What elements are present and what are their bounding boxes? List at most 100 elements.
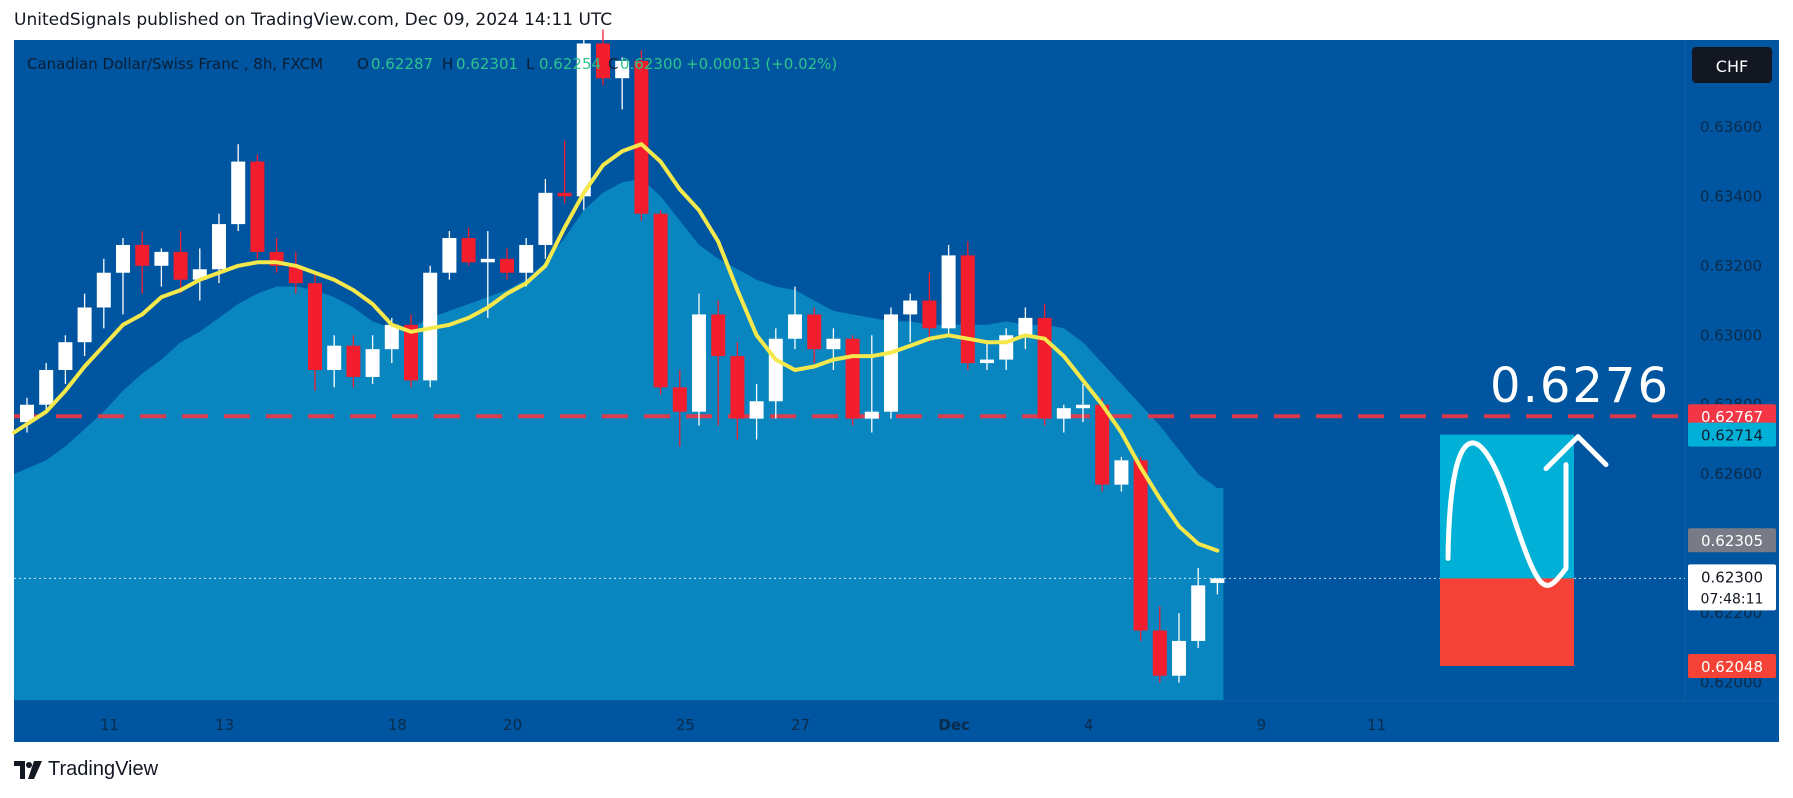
candle-body bbox=[461, 238, 476, 263]
candle-body bbox=[1056, 408, 1071, 419]
candle-body bbox=[500, 258, 514, 273]
price-axis-tick: 0.63200 bbox=[1700, 257, 1762, 275]
tradingview-logo-icon bbox=[14, 760, 42, 779]
time-axis[interactable]: 11 13 18 20 25 27 Dec 4 9 11 bbox=[100, 716, 1386, 734]
legend-open-label: O bbox=[357, 55, 369, 73]
candle-body bbox=[404, 324, 418, 381]
candle-body bbox=[231, 161, 246, 225]
stop-price-tag-bg bbox=[1688, 653, 1776, 678]
candle-body bbox=[749, 401, 764, 419]
tradingview-wordmark: TradingView bbox=[48, 758, 159, 780]
candle-body bbox=[1114, 460, 1129, 485]
time-axis-tick: 18 bbox=[388, 716, 407, 734]
ema-line bbox=[12, 142, 1220, 553]
target-annotation-text: 0.6276 bbox=[1490, 358, 1670, 414]
candle-body bbox=[1210, 578, 1225, 583]
candle-body bbox=[730, 356, 745, 419]
stop-price-tag: 0.62048 bbox=[1701, 658, 1763, 676]
candle-body bbox=[1152, 630, 1167, 676]
candle-body bbox=[788, 314, 802, 339]
candle-body bbox=[884, 314, 898, 412]
candle-body bbox=[807, 314, 822, 350]
currency-badge-bg bbox=[1692, 47, 1772, 83]
candle-body bbox=[596, 43, 610, 79]
candle-body bbox=[1191, 585, 1206, 641]
legend-close-value: 0.62300 bbox=[620, 55, 682, 73]
symbol-legend: Canadian Dollar/Swiss Franc , 8h, FXCM O… bbox=[27, 55, 837, 73]
candle-body bbox=[116, 244, 130, 273]
time-axis-tick: 9 bbox=[1257, 716, 1267, 734]
candle-body bbox=[557, 192, 572, 197]
currency-badge[interactable]: CHF bbox=[1692, 47, 1772, 83]
candle-body bbox=[653, 213, 668, 388]
last-price-tag-bg bbox=[1688, 564, 1776, 611]
price-axis-tick: 0.63000 bbox=[1700, 326, 1762, 344]
prev-close-price-tag: 0.62305 bbox=[1701, 532, 1763, 550]
candle-body bbox=[538, 192, 553, 245]
candle-body bbox=[941, 255, 956, 329]
bar-countdown: 07:48:11 bbox=[1701, 591, 1764, 607]
legend-change: +0.00013 (+0.02%) bbox=[686, 55, 837, 73]
price-axis-tick: 0.63400 bbox=[1700, 187, 1762, 205]
publish-header: UnitedSignals published on TradingView.c… bbox=[14, 10, 613, 30]
target-level-group bbox=[14, 414, 1685, 579]
time-axis-tick: 25 bbox=[676, 716, 695, 734]
candle-body bbox=[77, 307, 92, 343]
candle-body bbox=[1018, 317, 1033, 336]
price-axis-tick: 0.62600 bbox=[1700, 465, 1762, 483]
tradingview-logo[interactable]: TradingView bbox=[14, 758, 158, 781]
candle-body bbox=[845, 338, 860, 419]
time-axis-tick: Dec bbox=[938, 716, 970, 734]
wave-path bbox=[1445, 440, 1569, 588]
candle-body bbox=[154, 251, 169, 266]
position-group bbox=[1440, 434, 1574, 666]
candle-body bbox=[1095, 404, 1110, 485]
candle-body bbox=[308, 283, 322, 370]
profit-price-tag: 0.62714 bbox=[1701, 427, 1763, 445]
price-axis-tick: 0.63600 bbox=[1700, 118, 1762, 136]
candle-body bbox=[864, 411, 879, 419]
candle-body bbox=[212, 224, 226, 270]
last-price-tag: 0.62300 bbox=[1701, 568, 1763, 586]
candle-body bbox=[576, 43, 591, 197]
candle-body bbox=[288, 265, 303, 284]
candle-body bbox=[384, 324, 399, 350]
candle-body bbox=[1076, 404, 1090, 409]
currency-badge-label: CHF bbox=[1716, 57, 1748, 76]
candle-body bbox=[58, 342, 73, 370]
time-axis-tick: 27 bbox=[791, 716, 810, 734]
symbol-name: Canadian Dollar/Swiss Franc , 8h, FXCM bbox=[27, 55, 323, 73]
candle-body bbox=[250, 161, 265, 252]
candle-body bbox=[672, 387, 687, 412]
candle-body bbox=[768, 338, 783, 402]
candle-body bbox=[135, 244, 150, 266]
candle-body bbox=[96, 272, 111, 308]
time-axis-tick: 11 bbox=[100, 716, 119, 734]
candle-body bbox=[903, 300, 918, 315]
legend-low-label: L bbox=[526, 55, 535, 73]
candle-body bbox=[922, 300, 937, 329]
candle-body bbox=[980, 359, 994, 364]
time-axis-tick: 20 bbox=[503, 716, 522, 734]
candle-body bbox=[365, 349, 380, 377]
stop-zone bbox=[1440, 578, 1574, 666]
legend-close-label: C bbox=[608, 55, 618, 73]
candle-body bbox=[192, 269, 207, 280]
candle-body bbox=[39, 370, 54, 405]
legend-low-value: 0.62254 bbox=[539, 55, 601, 73]
time-axis-tick: 13 bbox=[215, 716, 234, 734]
price-axis-tick: 0.62000 bbox=[1700, 674, 1762, 692]
legend-high-label: H bbox=[442, 55, 453, 73]
legend-open-value: 0.62287 bbox=[371, 55, 433, 73]
candle-body bbox=[634, 60, 649, 214]
profit-price-tag-bg bbox=[1688, 422, 1776, 447]
candle-body bbox=[1037, 317, 1052, 419]
time-axis-tick: 4 bbox=[1084, 716, 1094, 734]
candle-body bbox=[327, 345, 342, 370]
candle-body bbox=[960, 255, 975, 364]
candle-body bbox=[480, 258, 495, 263]
candle-body bbox=[1172, 640, 1186, 676]
candle-body bbox=[442, 238, 457, 273]
legend-high-value: 0.62301 bbox=[456, 55, 518, 73]
